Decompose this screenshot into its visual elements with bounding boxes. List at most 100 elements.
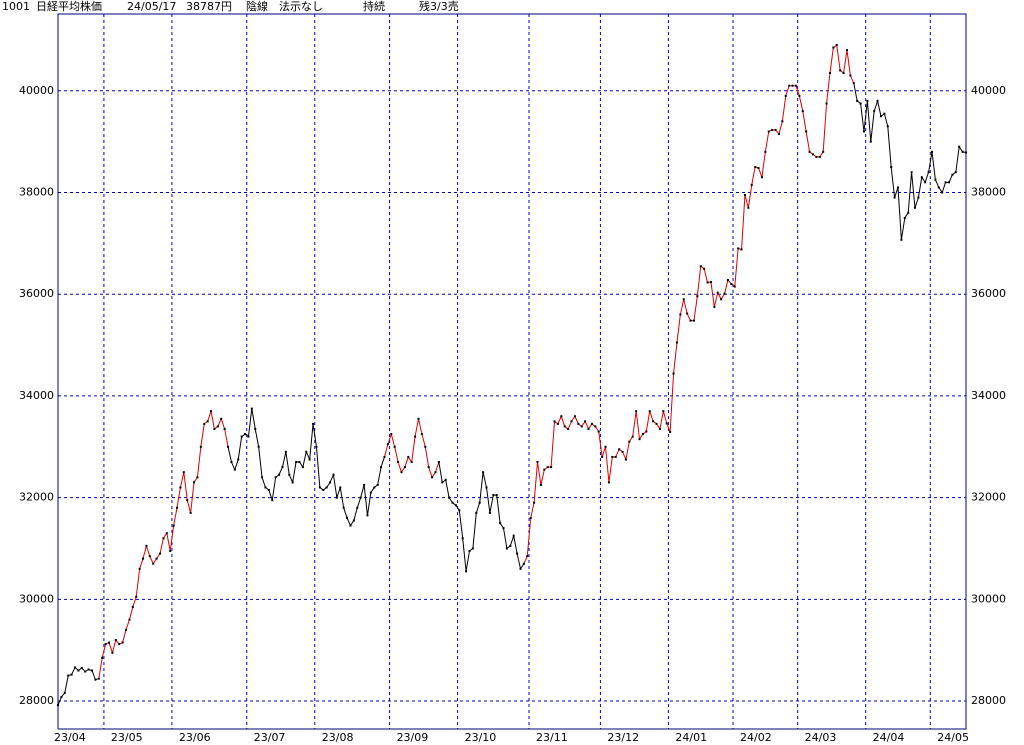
price-point — [284, 450, 287, 453]
price-point — [866, 99, 869, 102]
price-point — [444, 478, 447, 481]
price-line — [98, 409, 229, 679]
price-point — [91, 669, 94, 672]
y-tick-label-right: 38000 — [971, 185, 1006, 198]
price-point — [760, 176, 763, 179]
price-point — [437, 461, 440, 464]
price-point — [488, 511, 491, 514]
x-tick-label: 24/03 — [805, 731, 837, 744]
price-point — [723, 292, 726, 295]
price-point — [196, 476, 199, 479]
price-point — [376, 483, 379, 486]
price-point — [131, 605, 134, 608]
price-point — [203, 422, 206, 425]
price-point — [767, 130, 770, 133]
price-point — [682, 298, 685, 301]
price-point — [63, 691, 66, 694]
price-point — [424, 445, 427, 448]
price-line — [57, 666, 99, 706]
y-tick-label: 38000 — [19, 185, 54, 198]
price-point — [431, 476, 434, 479]
price-point — [529, 516, 532, 519]
price-point — [869, 140, 872, 143]
price-point — [363, 483, 366, 486]
y-tick-label-right: 32000 — [971, 491, 1006, 504]
price-point — [720, 298, 723, 301]
header-date: 24/05/17 — [127, 0, 176, 13]
price-point — [332, 473, 335, 476]
price-point — [383, 455, 386, 458]
price-point — [210, 410, 213, 413]
price-point — [737, 247, 740, 250]
x-tick-label: 23/06 — [179, 731, 211, 744]
price-line — [438, 461, 525, 572]
x-tick-label: 23/09 — [397, 731, 429, 744]
price-point — [485, 486, 488, 489]
y-tick-label: 30000 — [19, 592, 54, 605]
price-point — [788, 84, 791, 87]
price-point — [570, 420, 573, 423]
price-point — [414, 435, 417, 438]
price-point — [179, 486, 182, 489]
price-line — [523, 44, 855, 564]
header-name: 日経平均株価 — [36, 0, 102, 13]
price-point — [312, 422, 315, 425]
price-point — [278, 473, 281, 476]
price-point — [471, 547, 474, 550]
price-point — [448, 496, 451, 499]
price-point — [339, 486, 342, 489]
price-point — [380, 466, 383, 469]
price-point — [638, 438, 641, 441]
price-point — [322, 488, 325, 491]
price-point — [223, 427, 226, 430]
price-point — [597, 430, 600, 433]
price-point — [400, 471, 403, 474]
price-point — [580, 425, 583, 428]
price-point — [937, 186, 940, 189]
price-point — [369, 491, 372, 494]
price-point — [199, 445, 202, 448]
price-point — [965, 151, 967, 154]
price-point — [60, 695, 63, 698]
price-point — [798, 94, 801, 97]
price-point — [410, 461, 413, 464]
price-point — [57, 704, 59, 707]
y-tick-label: 34000 — [19, 389, 54, 402]
price-point — [750, 183, 753, 186]
price-point — [859, 102, 862, 105]
price-point — [478, 501, 481, 504]
price-point — [288, 473, 291, 476]
price-point — [716, 291, 719, 294]
price-point — [811, 153, 814, 156]
price-point — [155, 557, 158, 560]
x-tick-label: 23/12 — [607, 731, 639, 744]
price-point — [145, 544, 148, 547]
price-point — [237, 458, 240, 461]
price-point — [604, 445, 607, 448]
price-point — [618, 448, 621, 451]
price-point — [152, 562, 155, 565]
price-point — [621, 450, 624, 453]
price-point — [675, 341, 678, 344]
price-point — [121, 641, 124, 644]
price-point — [509, 544, 512, 547]
price-point — [159, 552, 162, 555]
price-point — [709, 280, 712, 283]
price-point — [135, 595, 138, 598]
price-point — [624, 458, 627, 461]
price-point — [791, 84, 794, 87]
price-point — [907, 211, 910, 214]
y-tick-label: 36000 — [19, 287, 54, 300]
price-point — [890, 166, 893, 169]
price-point — [842, 71, 845, 74]
price-point — [764, 150, 767, 153]
price-point — [261, 476, 264, 479]
price-point — [774, 128, 777, 131]
price-point — [815, 155, 818, 158]
x-tick-label: 24/02 — [740, 731, 772, 744]
price-point — [420, 433, 423, 436]
x-tick-label: 24/04 — [873, 731, 905, 744]
price-point — [230, 461, 233, 464]
price-point — [686, 312, 689, 315]
price-point — [587, 427, 590, 430]
